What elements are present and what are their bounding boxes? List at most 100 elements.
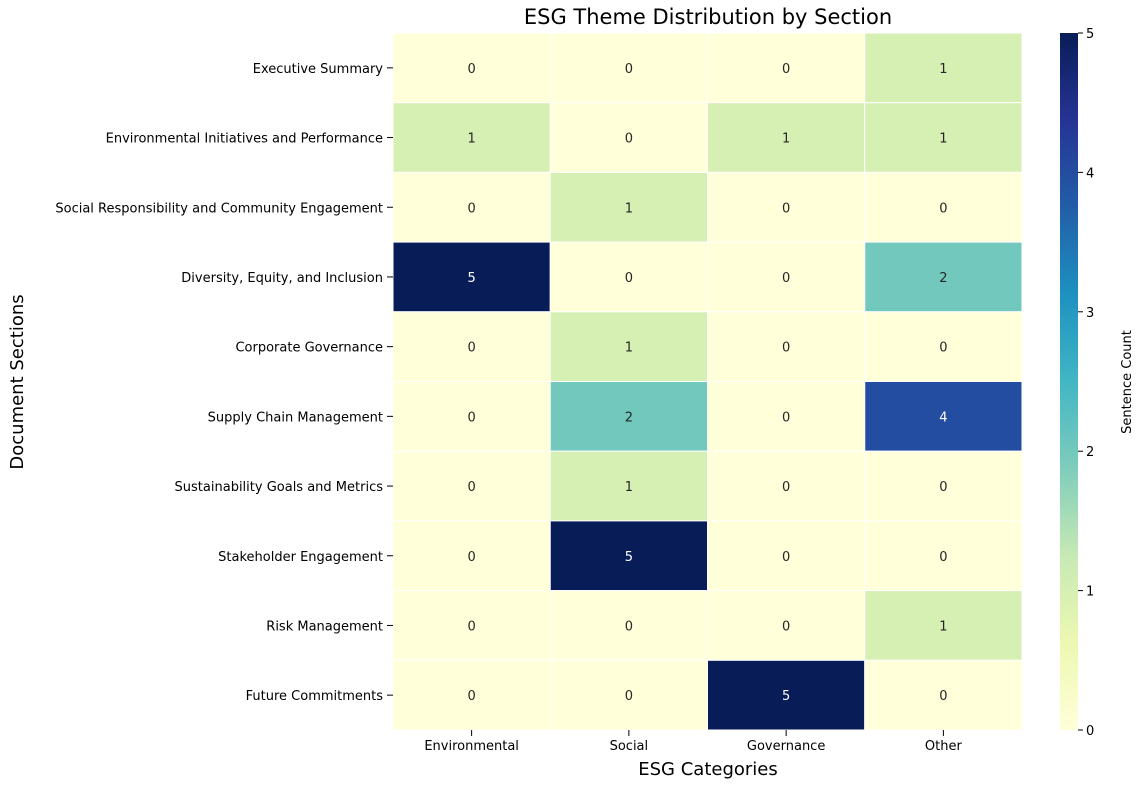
- chart-title: ESG Theme Distribution by Section: [524, 5, 892, 29]
- cell-value-label: 0: [782, 62, 790, 77]
- cell-value-label: 0: [467, 480, 475, 495]
- cell-value-label: 1: [467, 132, 475, 147]
- x-tick-label: Governance: [747, 739, 825, 754]
- colorbar-ticks: 0 1 2 3 4 5: [1078, 27, 1094, 739]
- cell-value-label: 0: [939, 480, 947, 495]
- cell-value-label: 0: [467, 689, 475, 704]
- cell-value-label: 1: [939, 132, 947, 147]
- heatmap-cell: [549, 659, 708, 731]
- heatmap-cell: [549, 32, 708, 104]
- heatmap-cell: [707, 659, 866, 731]
- cell-value-label: 1: [625, 341, 633, 356]
- y-tick-label: Risk Management: [266, 619, 383, 634]
- heatmap-cell: [392, 659, 551, 731]
- cell-value-label: 2: [625, 410, 633, 425]
- x-tick-label: Environmental: [424, 739, 519, 754]
- cell-value-label: 0: [782, 341, 790, 356]
- x-axis-label: ESG Categories: [638, 759, 778, 780]
- heatmap-cell: [864, 659, 1023, 731]
- heatmap-cell: [392, 520, 551, 592]
- colorbar-tick-label: 0: [1086, 724, 1094, 739]
- cell-value-label: 0: [625, 62, 633, 77]
- cell-value-label: 5: [467, 271, 475, 286]
- colorbar-tick-label: 1: [1086, 585, 1094, 600]
- x-tick-label: Social: [610, 739, 649, 754]
- y-axis-label: Document Sections: [7, 294, 28, 469]
- heatmap-cell: [707, 520, 866, 592]
- cell-value-label: 1: [625, 201, 633, 216]
- cell-value-label: 0: [782, 410, 790, 425]
- cell-value-label: 0: [939, 341, 947, 356]
- cell-value-label: 0: [782, 480, 790, 495]
- heatmap-cells: [392, 32, 1023, 731]
- y-tick-label: Social Responsibility and Community Enga…: [55, 201, 383, 216]
- cell-value-label: 0: [625, 619, 633, 634]
- heatmap-cell: [392, 450, 551, 522]
- cell-value-label: 0: [939, 550, 947, 565]
- x-tick-label: Other: [925, 739, 963, 754]
- heatmap-cell: [864, 381, 1023, 452]
- cell-value-label: 5: [625, 550, 633, 565]
- heatmap-cell: [864, 32, 1023, 104]
- heatmap-cell: [864, 102, 1023, 173]
- heatmap-cell: [864, 311, 1023, 382]
- y-tick-label: Sustainability Goals and Metrics: [175, 480, 384, 495]
- heatmap-cell: [549, 102, 708, 173]
- heatmap-cell: [707, 381, 866, 452]
- y-axis-ticks: Executive Summary Environmental Initiativ…: [55, 62, 393, 704]
- y-tick-label: Stakeholder Engagement: [218, 550, 383, 565]
- heatmap-cell: [707, 32, 866, 104]
- cell-value-label: 0: [467, 201, 475, 216]
- heatmap-cell: [549, 381, 708, 452]
- cell-value-label: 0: [782, 619, 790, 634]
- heatmap-cell: [392, 381, 551, 452]
- y-tick-label: Supply Chain Management: [208, 410, 383, 425]
- cell-value-label: 0: [625, 689, 633, 704]
- heatmap-cell: [864, 171, 1023, 243]
- cell-value-label: 0: [467, 619, 475, 634]
- heatmap-cell: [707, 450, 866, 522]
- cell-value-label: 4: [939, 410, 947, 425]
- cell-value-label: 1: [939, 62, 947, 77]
- heatmap-cell: [549, 311, 708, 382]
- cell-value-label: 0: [467, 62, 475, 77]
- y-tick-label: Executive Summary: [253, 62, 384, 77]
- cell-value-label: 1: [625, 480, 633, 495]
- cell-value-label: 5: [782, 689, 790, 704]
- cell-value-label: 0: [625, 132, 633, 147]
- colorbar: 0 1 2 3 4 5 Sentence Count: [1060, 27, 1135, 739]
- x-axis-ticks: Environmental Social Governance Other: [424, 730, 962, 754]
- cell-value-label: 0: [782, 271, 790, 286]
- heatmap-cell: [392, 32, 551, 104]
- heatmap-cell: [707, 311, 866, 382]
- heatmap-cell: [707, 590, 866, 661]
- heatmap-cell: [549, 241, 708, 313]
- cell-value-label: 0: [467, 341, 475, 356]
- cell-value-label: 0: [467, 410, 475, 425]
- heatmap-cell: [707, 241, 866, 313]
- colorbar-tick-label: 5: [1086, 27, 1094, 42]
- cell-value-label: 0: [467, 550, 475, 565]
- cell-value-label: 0: [939, 201, 947, 216]
- heatmap-cell: [392, 241, 551, 313]
- cell-value-label: 0: [939, 689, 947, 704]
- colorbar-tick-label: 3: [1086, 306, 1094, 321]
- y-tick-label: Diversity, Equity, and Inclusion: [181, 271, 383, 286]
- heatmap-cell: [392, 102, 551, 173]
- colorbar-gradient: [1060, 33, 1078, 730]
- heatmap-cell: [864, 241, 1023, 313]
- colorbar-tick-label: 2: [1086, 445, 1094, 460]
- cell-value-label: 0: [782, 201, 790, 216]
- heatmap-cell: [549, 171, 708, 243]
- cell-value-label: 0: [625, 271, 633, 286]
- cell-value-label: 1: [939, 619, 947, 634]
- heatmap-cell: [864, 450, 1023, 522]
- cell-value-label: 2: [939, 271, 947, 286]
- y-tick-label: Environmental Initiatives and Performanc…: [106, 132, 383, 147]
- cell-value-label: 0: [782, 550, 790, 565]
- y-tick-label: Corporate Governance: [235, 341, 383, 356]
- colorbar-label: Sentence Count: [1120, 330, 1135, 434]
- colorbar-tick-label: 4: [1086, 166, 1094, 181]
- heatmap-cell: [864, 590, 1023, 661]
